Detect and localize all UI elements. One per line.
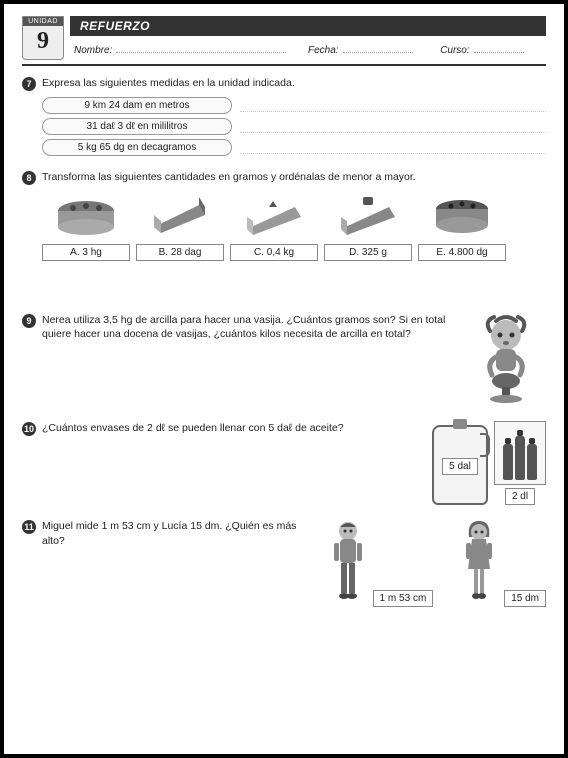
miguel-col: 1 m 53 cm xyxy=(326,519,434,607)
q9-number: 9 xyxy=(22,314,36,328)
q7-number: 7 xyxy=(22,77,36,91)
name-label: Nombre: xyxy=(74,45,112,56)
question-10: 10 ¿Cuántos envases de 2 dℓ se pueden ll… xyxy=(22,421,546,505)
date-label: Fecha: xyxy=(308,45,339,56)
question-7: 7 Expresa las siguientes medidas en la u… xyxy=(22,76,546,156)
cake-c: C. 0,4 kg xyxy=(230,191,318,261)
q11-number: 11 xyxy=(22,520,36,534)
lucia-col: 15 dm xyxy=(457,519,546,607)
answer-line[interactable] xyxy=(240,100,546,112)
jug-col: 5 dal xyxy=(432,425,488,505)
unit-number: 9 xyxy=(23,26,63,59)
cake-icon xyxy=(45,191,127,239)
cake-b-label: B. 28 dag xyxy=(136,244,224,261)
answer-line[interactable] xyxy=(240,121,546,133)
date-field[interactable] xyxy=(343,42,413,53)
name-field[interactable] xyxy=(116,42,286,53)
q7-text: Expresa las siguientes medidas en la uni… xyxy=(42,76,546,90)
q7-item-1: 31 daℓ 3 dℓ en mililitros xyxy=(42,118,232,135)
jug-label: 5 dal xyxy=(442,458,478,475)
course-field[interactable] xyxy=(474,42,524,53)
q10-number: 10 xyxy=(22,422,36,436)
unit-badge: UNIDAD 9 xyxy=(22,16,64,60)
bottles-icon xyxy=(494,421,546,485)
bottle-label: 2 dl xyxy=(505,488,535,505)
name-row: Nombre: Fecha: Curso: xyxy=(70,36,546,60)
cake-slice-icon xyxy=(327,191,409,239)
jug-icon: 5 dal xyxy=(432,425,488,505)
question-8: 8 Transforma las siguientes cantidades e… xyxy=(22,170,546,299)
q7-item-2: 5 kg 65 dg en decagramos xyxy=(42,139,232,156)
q11-text: Miguel mide 1 m 53 cm y Lucía 15 dm. ¿Qu… xyxy=(42,519,316,547)
cake-b: B. 28 dag xyxy=(136,191,224,261)
cake-row: A. 3 hg B. 28 dag C. 0,4 kg D. 325 g E. … xyxy=(42,191,546,261)
title-bar: REFUERZO xyxy=(70,16,546,36)
girl-illustration xyxy=(466,313,546,407)
oil-illustration: 5 dal 2 dl xyxy=(432,421,546,505)
girl-icon xyxy=(457,519,501,601)
lucia-label: 15 dm xyxy=(504,590,546,607)
unit-label: UNIDAD xyxy=(23,17,63,26)
question-9: 9 Nerea utiliza 3,5 hg de arcilla para h… xyxy=(22,313,546,407)
q10-text: ¿Cuántos envases de 2 dℓ se pueden llena… xyxy=(42,421,422,435)
answer-line[interactable] xyxy=(240,142,546,154)
cake-a: A. 3 hg xyxy=(42,191,130,261)
cake-e: E. 4.800 dg xyxy=(418,191,506,261)
worksheet-page: UNIDAD 9 REFUERZO Nombre: Fecha: Curso: xyxy=(0,0,568,758)
header: UNIDAD 9 REFUERZO Nombre: Fecha: Curso: xyxy=(22,16,546,60)
cake-d: D. 325 g xyxy=(324,191,412,261)
cake-icon xyxy=(421,191,503,239)
q8-number: 8 xyxy=(22,171,36,185)
girl-pottery-icon xyxy=(466,313,546,403)
question-11: 11 Miguel mide 1 m 53 cm y Lucía 15 dm. … xyxy=(22,519,546,607)
cake-e-label: E. 4.800 dg xyxy=(418,244,506,261)
cake-c-label: C. 0,4 kg xyxy=(230,244,318,261)
cake-slice-icon xyxy=(139,191,221,239)
bottle-col: 2 dl xyxy=(494,421,546,505)
people-illustration: 1 m 53 cm 15 dm xyxy=(326,519,546,607)
cake-a-label: A. 3 hg xyxy=(42,244,130,261)
q9-text: Nerea utiliza 3,5 hg de arcilla para hac… xyxy=(42,313,456,341)
header-right: REFUERZO Nombre: Fecha: Curso: xyxy=(70,16,546,60)
course-label: Curso: xyxy=(440,45,469,56)
boy-icon xyxy=(326,519,370,601)
cake-d-label: D. 325 g xyxy=(324,244,412,261)
miguel-label: 1 m 53 cm xyxy=(373,590,434,607)
header-rule xyxy=(22,64,546,66)
q8-text: Transforma las siguientes cantidades en … xyxy=(42,170,546,184)
cake-slice-icon xyxy=(233,191,315,239)
q7-item-0: 9 km 24 dam en metros xyxy=(42,97,232,114)
